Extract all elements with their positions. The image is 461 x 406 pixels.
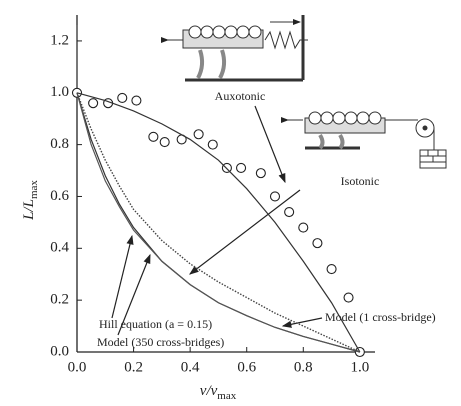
annotation: Model (350 cross-bridges) [97, 335, 224, 349]
curve [76, 92, 361, 353]
data-point [159, 136, 170, 148]
annotation: Isotonic [341, 174, 380, 188]
data-point [312, 238, 323, 249]
y-axis-label: L/Lmax [21, 180, 39, 221]
y-label-sub: max [28, 180, 40, 199]
data-point [326, 263, 337, 275]
isotonic-diagram [281, 111, 447, 169]
annotation: Auxotonic [215, 89, 266, 103]
curve [76, 92, 361, 353]
arrow [117, 253, 151, 336]
y-tick-label: 1.2 [50, 32, 69, 48]
data-point [284, 206, 295, 218]
x-tick-label: 0.4 [181, 359, 200, 375]
data-point [193, 129, 204, 140]
auxotonic-diagram [161, 15, 308, 82]
x-tick-label: 1.0 [350, 359, 369, 375]
arrow [111, 234, 134, 319]
y-tick-label: 0.0 [50, 343, 69, 359]
y-tick-label: 0.6 [50, 188, 69, 204]
y-tick-label: 0.4 [50, 240, 69, 256]
annotation: Hill equation (a = 0.15) [99, 317, 212, 331]
y-tick-label: 0.2 [50, 292, 69, 308]
x-axis-label: v/vmax [200, 383, 237, 401]
arrow [281, 317, 323, 328]
x-tick-label: 0.0 [68, 359, 87, 375]
data-point [236, 162, 247, 173]
data-point [117, 92, 128, 104]
data-point [298, 222, 309, 233]
data-point [88, 98, 99, 109]
curve [76, 92, 361, 353]
x-tick-label: 0.8 [294, 359, 313, 375]
data-point [269, 191, 281, 202]
y-label-main: L/L [21, 199, 37, 221]
x-label-sub: max [217, 390, 236, 402]
annotation: Model (1 cross-bridge) [325, 310, 436, 324]
x-tick-label: 0.2 [124, 359, 143, 375]
y-tick-label: 0.8 [50, 136, 69, 152]
x-label-main: v/v [200, 383, 218, 399]
data-point [343, 292, 354, 303]
x-tick-label: 0.6 [237, 359, 256, 375]
arrow [189, 189, 301, 275]
data-point [255, 168, 266, 179]
y-tick-label: 1.0 [50, 84, 69, 100]
arrow [254, 105, 286, 184]
data-point [131, 95, 142, 106]
data-point [207, 139, 218, 150]
data-point [148, 131, 159, 142]
